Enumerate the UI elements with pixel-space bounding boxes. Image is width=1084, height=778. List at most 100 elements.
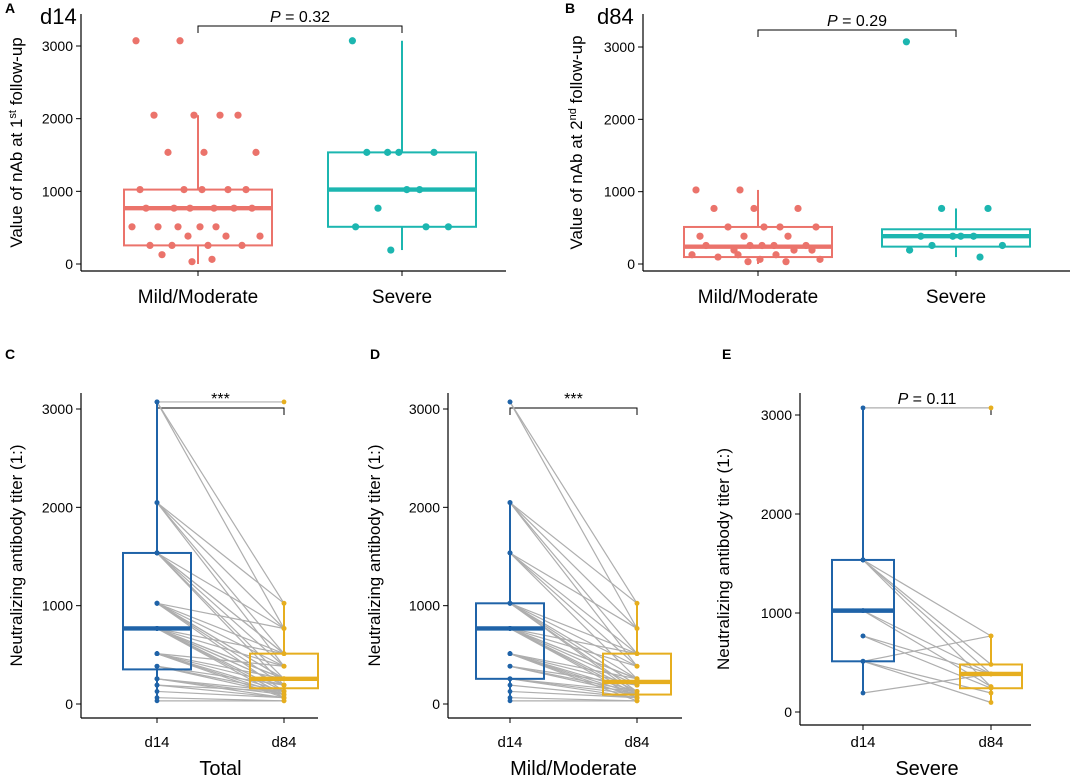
pair-line	[156, 502, 285, 629]
d14-point	[154, 663, 160, 669]
data-point	[238, 241, 246, 249]
data-point	[190, 111, 198, 119]
d14-point	[860, 405, 866, 411]
data-point	[734, 251, 742, 259]
d84-point	[281, 626, 287, 631]
data-point	[957, 232, 965, 240]
d14-point	[154, 626, 160, 631]
pair-line	[862, 559, 992, 688]
comparison-label: P = 0.11	[898, 391, 957, 408]
data-point	[416, 185, 424, 194]
pair-line	[509, 502, 638, 629]
data-point	[387, 246, 395, 254]
d84-point	[988, 690, 994, 696]
pair-line	[509, 552, 638, 629]
pair-line	[156, 627, 285, 655]
panel-e: E 0 1000 2000 3000 d14 d84 Neutralizing antibod…	[714, 346, 1031, 778]
x-tick-label: d84	[271, 734, 296, 751]
comparison-bracket	[156, 407, 285, 415]
y-tick-label: 2000	[409, 499, 440, 515]
panel-title: d14	[40, 4, 77, 29]
y-tick-label: 0	[65, 256, 73, 272]
data-point	[204, 241, 212, 249]
comparison-bracket	[197, 25, 403, 33]
data-point	[230, 204, 238, 212]
data-point	[696, 232, 704, 240]
y-tick-label: 2000	[761, 506, 792, 522]
data-point	[812, 223, 820, 231]
data-point	[186, 204, 194, 212]
d84-point	[988, 700, 994, 705]
pair-line	[509, 627, 638, 699]
x-axis-title: Total	[199, 758, 241, 778]
data-point	[196, 223, 204, 231]
x-tick-label: d84	[624, 734, 649, 751]
y-tick-label: 2000	[42, 499, 73, 515]
x-tick-label: d14	[497, 734, 522, 751]
d14-point	[507, 626, 513, 631]
pair-line	[156, 627, 285, 686]
data-point	[724, 223, 732, 231]
d14-point	[507, 399, 513, 405]
data-point	[403, 185, 411, 194]
pair-line	[509, 627, 638, 667]
data-point	[150, 111, 158, 119]
data-point	[352, 223, 360, 231]
data-point	[736, 186, 744, 194]
panel-b: B 0 1000 2000 3000 Mild/Moderate Severe Value o…	[565, 0, 1070, 308]
pair-line	[156, 690, 285, 699]
data-point	[782, 258, 790, 266]
x-tick-label: d84	[978, 734, 1003, 751]
x-tick-label: Mild/Moderate	[138, 287, 258, 308]
d84-point	[634, 651, 640, 657]
data-point	[949, 232, 957, 240]
pair-line	[156, 602, 285, 667]
d84-point	[988, 685, 994, 691]
panel-d: D 0 1000 2000 3000 d14 d84 Neutralizing antibod…	[365, 346, 682, 778]
comparison-bracket	[862, 407, 992, 415]
y-axis-title-part: Value of nAb at 2	[567, 120, 586, 249]
data-point	[976, 253, 984, 261]
panel-a: A 0 1000 2000 3000 Mild/Moderate Severe Value o…	[5, 0, 506, 308]
pair-line	[156, 653, 285, 667]
data-point	[234, 111, 242, 119]
d14-point	[507, 698, 513, 704]
data-point	[688, 251, 696, 259]
y-tick-label: 2000	[604, 111, 635, 127]
d14-point	[154, 698, 160, 704]
d84-point	[281, 600, 287, 606]
comparison-prefix: P	[270, 9, 281, 26]
pair-line	[156, 552, 285, 629]
data-point	[395, 148, 403, 156]
pair-line	[509, 653, 638, 680]
pair-line	[156, 502, 285, 667]
pair-line	[509, 502, 638, 604]
x-axis-title: Severe	[895, 758, 958, 778]
data-point	[128, 223, 136, 231]
pair-line	[156, 552, 285, 686]
d84-point	[634, 663, 640, 669]
box-mild-box	[123, 188, 273, 247]
pair-line	[509, 401, 638, 604]
data-point	[210, 204, 218, 212]
y-tick-label: 0	[65, 696, 73, 712]
comparison-label: ***	[211, 391, 230, 408]
pair-line	[156, 627, 285, 667]
data-point	[170, 204, 178, 212]
d84-point	[988, 405, 994, 411]
data-point	[430, 148, 438, 156]
comparison-label: ***	[564, 391, 583, 408]
y-axis-title-part: follow-up	[567, 35, 586, 108]
y-tick-label: 3000	[42, 401, 73, 417]
data-point	[168, 241, 176, 249]
data-point	[802, 241, 810, 250]
x-axis-title: Mild/Moderate	[510, 758, 637, 778]
pair-line	[156, 401, 285, 604]
pair-line	[862, 559, 992, 665]
data-point	[142, 204, 150, 212]
data-point	[816, 255, 824, 263]
y-tick-label: 3000	[761, 407, 792, 423]
data-point	[174, 223, 182, 231]
data-point	[710, 204, 718, 213]
d14-point	[860, 557, 866, 563]
